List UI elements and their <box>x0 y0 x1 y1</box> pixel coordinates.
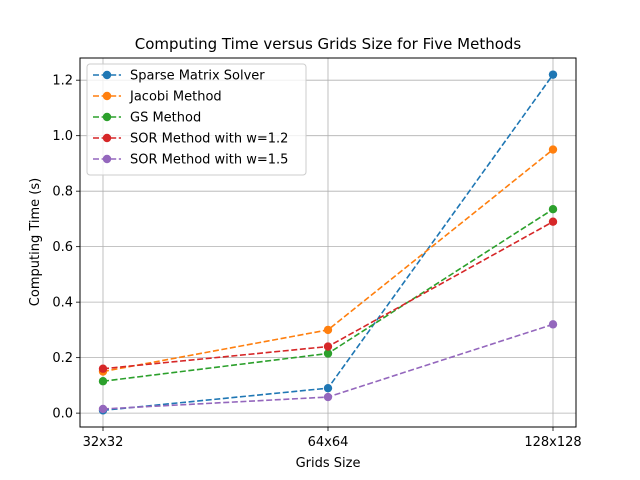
y-axis-title: Computing Time (s) <box>28 178 43 306</box>
data-point <box>323 383 333 393</box>
y-tick-label: 1.0 <box>52 129 73 144</box>
y-tick-label: 0.6 <box>52 240 73 255</box>
legend-item: SOR Method with w=1.5 <box>93 153 288 168</box>
x-tick-label: 128x128 <box>524 435 581 450</box>
legend-marker <box>102 70 112 80</box>
chart-title: Computing Time versus Grids Size for Fiv… <box>135 35 522 53</box>
data-point <box>323 342 333 351</box>
x-tick-label: 32x32 <box>83 435 124 450</box>
y-tick-label: 0.4 <box>52 296 73 311</box>
legend-label: SOR Method with w=1.2 <box>130 132 288 147</box>
legend-marker <box>102 112 112 122</box>
series-4 <box>98 217 558 373</box>
legend-marker <box>102 154 112 164</box>
legend-label: GS Method <box>130 111 201 126</box>
data-point <box>323 325 333 335</box>
data-point <box>548 145 558 154</box>
legend: Sparse Matrix Solver Jacobi Method GS Meth… <box>86 63 307 176</box>
x-tick-label: 64x64 <box>308 435 349 450</box>
legend-marker <box>102 91 112 101</box>
data-point <box>323 392 333 402</box>
legend-box <box>86 63 307 176</box>
legend-label: Jacobi Method <box>129 90 222 105</box>
data-point <box>548 70 558 79</box>
legend-item: Jacobi Method <box>93 90 222 105</box>
series-5 <box>98 320 558 414</box>
y-tick-label: 0.0 <box>52 407 73 422</box>
legend-item: Sparse Matrix Solver <box>93 69 265 84</box>
y-tick-label: 0.8 <box>52 185 73 200</box>
legend-item: SOR Method with w=1.2 <box>93 132 288 147</box>
data-point <box>548 205 558 214</box>
x-axis-title: Grids Size <box>296 456 361 471</box>
legend-label: SOR Method with w=1.5 <box>130 153 288 168</box>
data-point <box>323 349 333 358</box>
data-point <box>548 217 558 226</box>
y-tick-label: 0.2 <box>52 351 73 366</box>
data-point <box>548 320 558 329</box>
data-point <box>98 364 108 373</box>
legend-item: GS Method <box>93 111 201 126</box>
data-point <box>98 377 108 386</box>
ticks: 32x32 64x64 128x128 0.0 0.2 0.4 0.6 0.8 1.0 1.2 <box>52 74 581 450</box>
legend-marker <box>102 133 112 143</box>
legend-label: Sparse Matrix Solver <box>130 69 265 84</box>
series-3 <box>98 205 558 386</box>
y-tick-label: 1.2 <box>52 74 73 89</box>
series-layer <box>98 70 558 415</box>
data-point <box>98 404 108 414</box>
